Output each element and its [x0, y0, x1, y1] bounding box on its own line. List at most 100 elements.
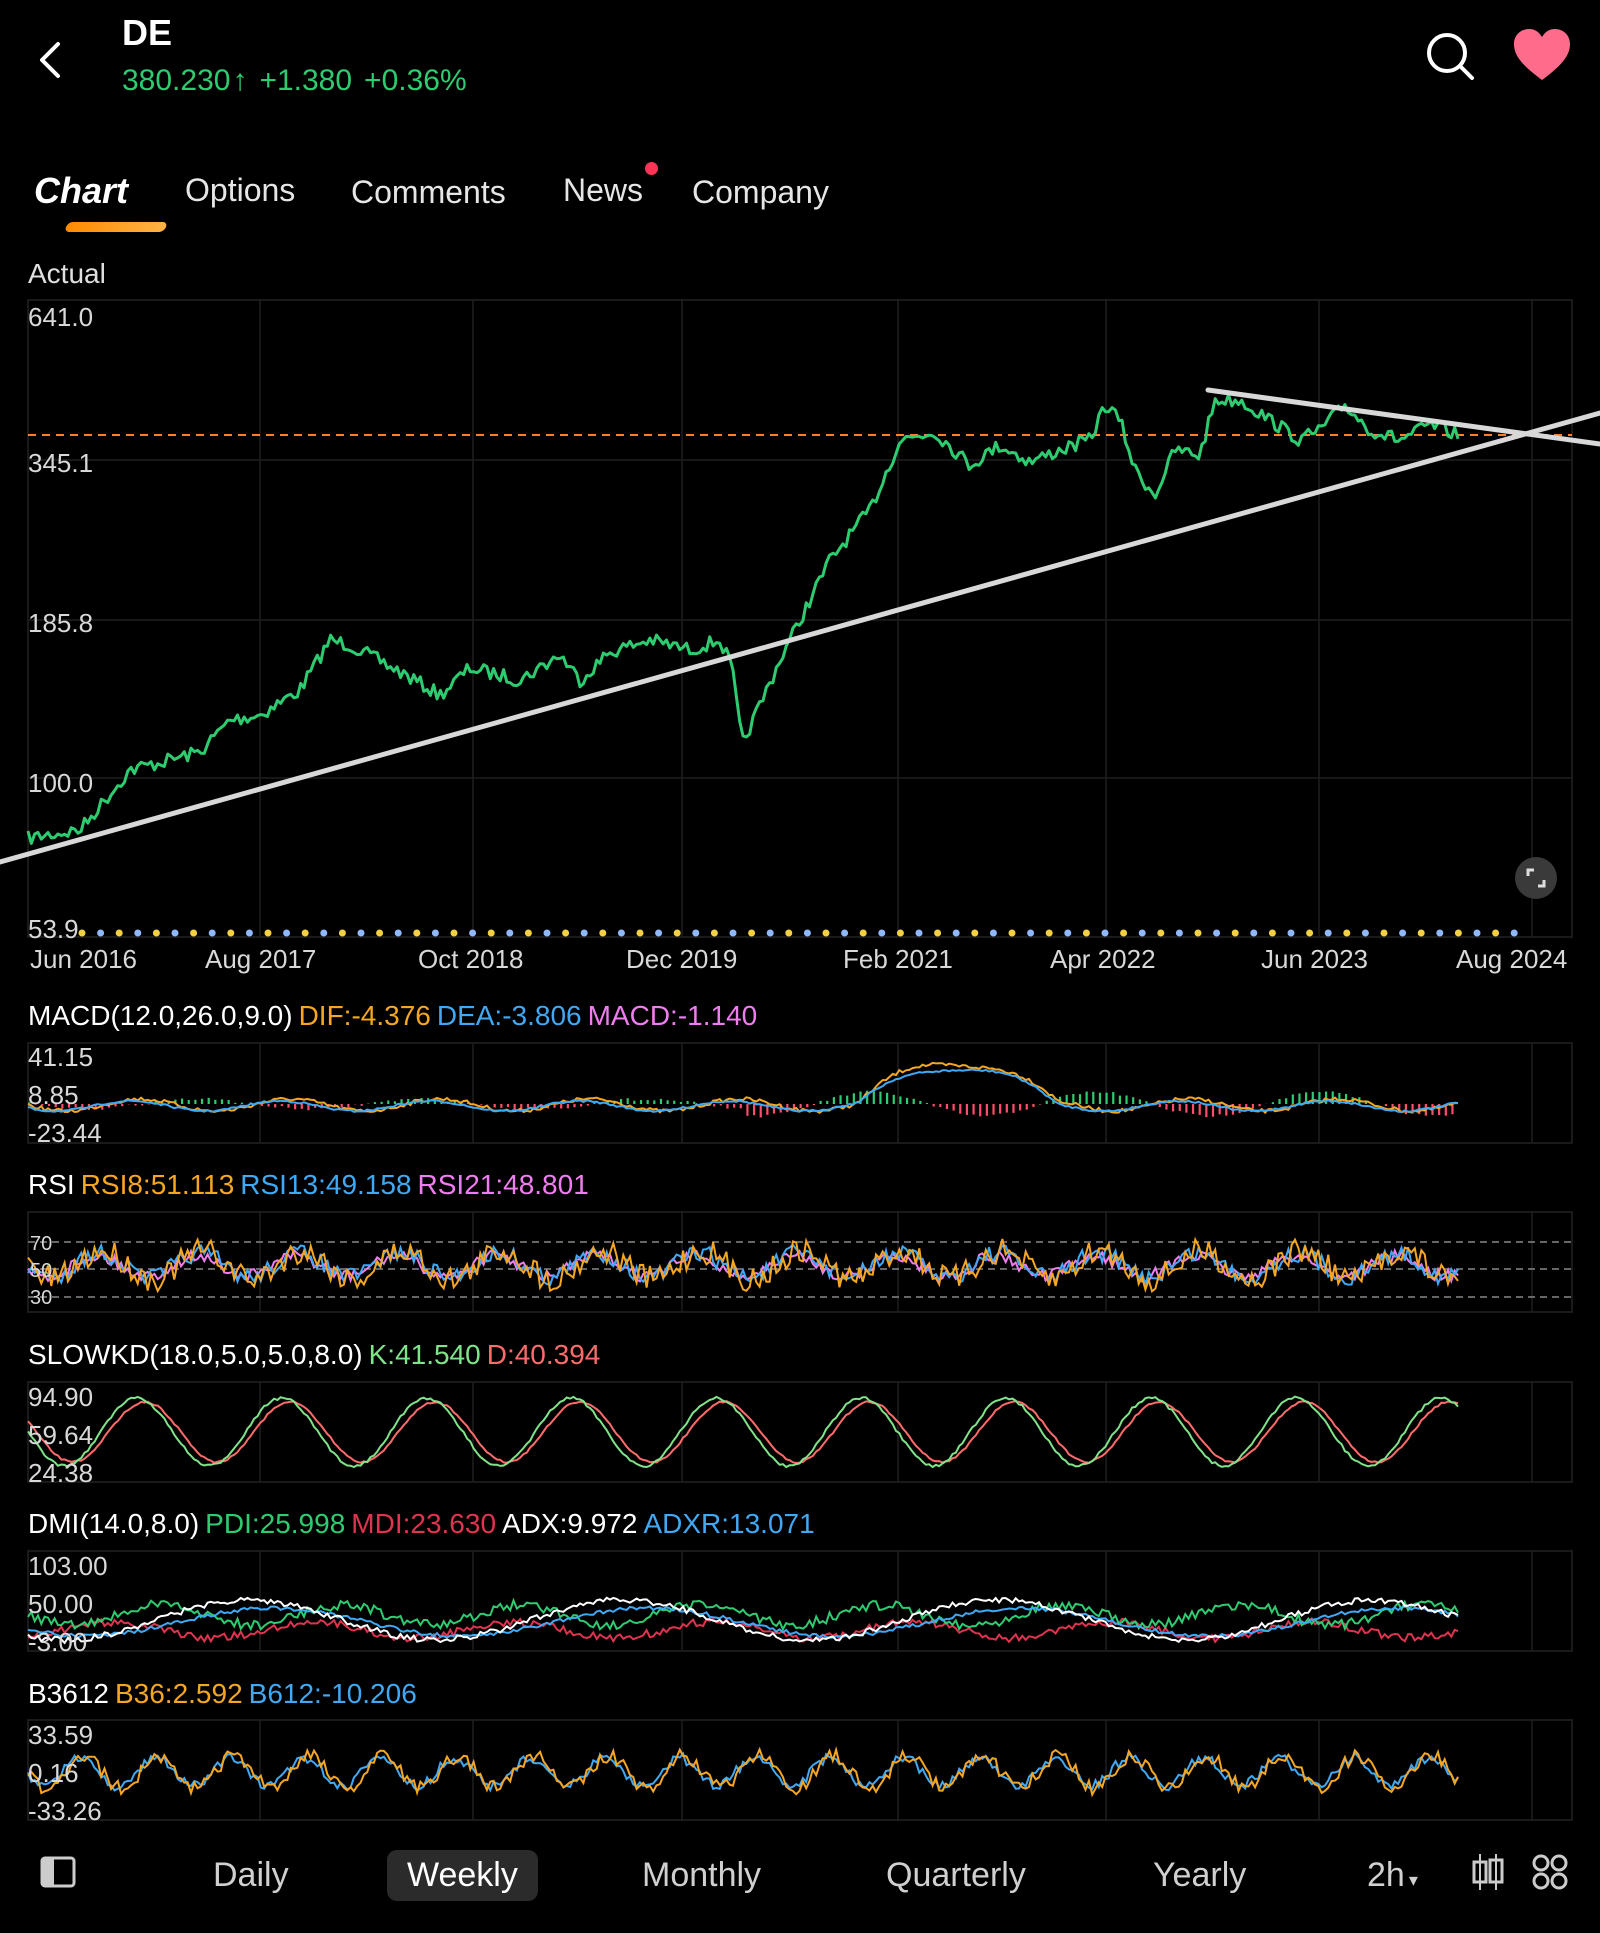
- macd-bar: [892, 1094, 895, 1104]
- period-quarterly[interactable]: Quarterly: [886, 1856, 1026, 1894]
- resistance-trendline[interactable]: [1205, 387, 1600, 447]
- y-tick-label: -33.26: [28, 1796, 102, 1826]
- interval-dropdown[interactable]: 2h ▾: [1347, 1850, 1418, 1901]
- macd-bar: [1225, 1104, 1228, 1116]
- tab-company[interactable]: Company: [692, 174, 829, 210]
- indicator-name: SLOWKD(18.0,5.0,5.0,8.0): [28, 1339, 363, 1370]
- event-dot: [1473, 929, 1481, 937]
- macd-bar: [886, 1092, 889, 1104]
- event-dot: [152, 929, 160, 937]
- period-yearly[interactable]: Yearly: [1153, 1856, 1247, 1894]
- period-bar: Daily Weekly Monthly Quarterly Yearly 2h…: [0, 1830, 1600, 1930]
- macd-bar: [1105, 1092, 1108, 1104]
- event-dot: [655, 929, 663, 937]
- candlestick-icon[interactable]: [1468, 1850, 1508, 1894]
- rsi-header[interactable]: RSI RSI8:51.113 RSI13:49.158 RSI21:48.801: [28, 1169, 595, 1201]
- macd-bar: [360, 1104, 363, 1106]
- macd-bar: [573, 1104, 576, 1108]
- macd-bar: [653, 1100, 656, 1104]
- macd-value: MACD:-1.140: [587, 1000, 758, 1031]
- macd-bar: [713, 1104, 716, 1107]
- event-dot: [989, 929, 997, 937]
- b3612-header[interactable]: B3612 B36:2.592 B612:-10.206: [28, 1678, 423, 1710]
- macd-bar: [294, 1104, 297, 1110]
- x-tick-label: Dec 2019: [626, 944, 737, 974]
- event-dot: [506, 929, 514, 937]
- indicator-name: DMI(14.0,8.0): [28, 1508, 200, 1539]
- event-dot: [1287, 929, 1295, 937]
- macd-bar: [141, 1104, 144, 1106]
- fullscreen-expand-icon[interactable]: [1515, 857, 1557, 899]
- event-dot: [357, 929, 365, 937]
- x-tick-label: Apr 2022: [1050, 944, 1156, 974]
- macd-bar: [919, 1100, 922, 1104]
- macd-bar: [1038, 1104, 1042, 1105]
- price-change: +1.380: [259, 64, 353, 97]
- quote-line: 380.230↑ +1.380 +0.36%: [122, 64, 479, 98]
- event-dot: [1008, 929, 1016, 937]
- x-tick-label: Oct 2018: [418, 944, 524, 974]
- event-dot: [1399, 929, 1407, 937]
- sidebar-toggle-icon[interactable]: [38, 1852, 78, 1892]
- macd-bar: [1045, 1100, 1048, 1104]
- dmi-header[interactable]: DMI(14.0,8.0) PDI:25.998 MDI:23.630 ADX:9.9…: [28, 1508, 821, 1540]
- event-dot: [934, 929, 942, 937]
- scale-mode-label[interactable]: Actual: [28, 258, 106, 289]
- macd-bar: [1318, 1092, 1321, 1104]
- macd-header[interactable]: MACD(12.0,26.0,9.0) DIF:-4.376 DEA:-3.806 M…: [28, 1000, 763, 1032]
- b36-value: B36:2.592: [114, 1678, 243, 1709]
- support-trendline[interactable]: [0, 410, 1600, 865]
- tab-options[interactable]: Options: [185, 172, 296, 208]
- macd-bar: [1005, 1104, 1008, 1113]
- event-dot: [1027, 929, 1035, 937]
- rsi21-value: RSI21:48.801: [417, 1169, 589, 1200]
- slowkd-header[interactable]: SLOWKD(18.0,5.0,5.0,8.0) K:41.540 D:40.394: [28, 1339, 606, 1371]
- tab-news[interactable]: News: [563, 172, 644, 208]
- period-daily[interactable]: Daily: [213, 1856, 289, 1894]
- macd-bar: [234, 1102, 237, 1104]
- back-arrow-icon[interactable]: [24, 30, 84, 90]
- y-tick-label: 103.00: [28, 1551, 108, 1581]
- event-dot: [376, 929, 384, 937]
- period-monthly[interactable]: Monthly: [642, 1856, 762, 1894]
- period-weekly[interactable]: Weekly: [387, 1850, 538, 1901]
- event-dot: [78, 929, 86, 937]
- macd-bar: [839, 1095, 842, 1104]
- event-dot: [450, 929, 458, 937]
- event-dot: [729, 929, 737, 937]
- tab-chart[interactable]: Chart: [34, 170, 168, 232]
- macd-bar: [287, 1104, 290, 1108]
- macd-bar: [1032, 1104, 1035, 1107]
- macd-bar: [267, 1104, 270, 1107]
- y-tick-label: 50: [30, 1260, 52, 1282]
- event-dot: [710, 929, 718, 937]
- tab-label: Chart: [34, 170, 129, 211]
- macd-bar: [540, 1104, 543, 1110]
- y-tick-label: 641.0: [28, 302, 93, 332]
- macd-bar: [1172, 1104, 1175, 1112]
- macd-bar: [952, 1104, 955, 1111]
- favorite-heart-icon[interactable]: [1510, 26, 1574, 86]
- event-dot: [1361, 929, 1369, 937]
- macd-bar: [1065, 1094, 1068, 1104]
- macd-bar: [852, 1093, 855, 1104]
- grid-icon[interactable]: [1530, 1852, 1570, 1892]
- event-dot: [562, 929, 570, 937]
- macd-bar: [220, 1099, 224, 1104]
- macd-bar: [1258, 1104, 1261, 1107]
- dmi-mdi-value: MDI:23.630: [351, 1508, 497, 1539]
- y-tick-label: 100.0: [28, 768, 93, 798]
- x-tick-label: Aug 2024: [1456, 944, 1567, 974]
- event-dot: [617, 929, 625, 937]
- macd-bar: [506, 1104, 510, 1108]
- macd-bar: [1278, 1099, 1281, 1104]
- macd-bar: [1285, 1098, 1288, 1104]
- macd-bar: [134, 1104, 137, 1106]
- event-dot: [134, 929, 142, 937]
- event-dot: [673, 929, 681, 937]
- tab-comments[interactable]: Comments: [351, 174, 506, 210]
- macd-bar: [832, 1097, 835, 1104]
- macd-bar: [1191, 1104, 1195, 1114]
- search-icon[interactable]: [1420, 26, 1480, 86]
- main-price-chart[interactable]: 641.0 345.1 185.8 100.0 53.9 Jun 2016 Au…: [0, 0, 1600, 1830]
